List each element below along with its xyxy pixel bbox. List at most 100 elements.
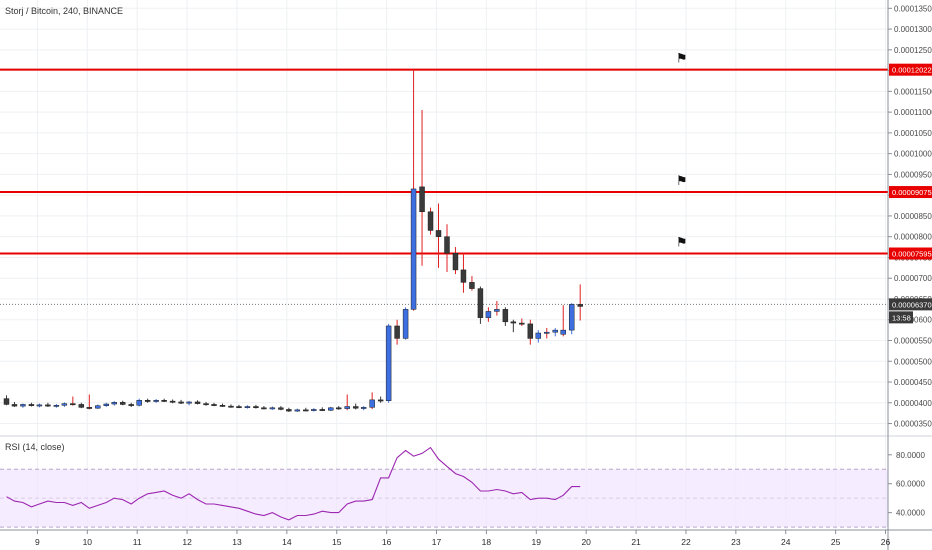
candle — [552, 328, 558, 337]
candle — [427, 207, 434, 235]
grid — [0, 0, 888, 530]
candle-body — [377, 399, 384, 402]
candle — [419, 110, 425, 266]
candle-body — [61, 403, 68, 406]
level-price-label: 0.00009075 — [892, 188, 932, 197]
candle — [303, 407, 309, 412]
rsi-legend[interactable]: RSI (14, close) — [5, 442, 65, 452]
candle-body — [560, 329, 566, 335]
candle-body — [369, 399, 375, 408]
candle-body — [261, 407, 267, 410]
candle — [45, 402, 51, 407]
level-price-label: 0.00007595 — [892, 250, 932, 259]
candle — [119, 400, 126, 406]
candle — [527, 319, 534, 345]
candle — [111, 401, 117, 406]
candle — [444, 224, 450, 272]
candle — [477, 286, 484, 324]
candle-body — [469, 282, 475, 289]
time-tick-label: 26 — [881, 537, 891, 547]
time-tick-label: 9 — [35, 537, 40, 547]
time-tick-label: 20 — [581, 537, 591, 547]
candle-body — [352, 406, 359, 409]
candle-body — [269, 407, 276, 410]
candle-body — [328, 407, 334, 411]
time-tick-label: 18 — [482, 537, 492, 547]
rsi-tick-label: 80.0000 — [896, 451, 925, 460]
candle — [336, 406, 342, 410]
candle-body — [577, 304, 583, 307]
horizontal-levels[interactable]: ⚑ ⚑ ⚑ — [0, 52, 888, 305]
candle — [328, 406, 334, 412]
candle — [136, 398, 142, 407]
candle-body — [502, 309, 509, 323]
candle-body — [519, 322, 525, 325]
candle — [485, 307, 492, 322]
time-tick-label: 16 — [382, 537, 392, 547]
symbol-legend[interactable]: Storj / Bitcoin, 240, BINANCE — [5, 6, 123, 16]
time-tick-label: 23 — [731, 537, 741, 547]
candle-body — [460, 269, 467, 283]
candle — [369, 392, 375, 410]
candle — [410, 69, 417, 311]
candle — [377, 396, 384, 403]
time-tick-label: 12 — [182, 537, 192, 547]
candle — [169, 399, 176, 404]
flag-icon[interactable]: ⚑ — [676, 174, 688, 189]
candle — [385, 323, 392, 403]
candle — [286, 407, 292, 412]
price-tick-label: 0.00011500 — [894, 87, 932, 96]
candle-body — [153, 400, 159, 402]
candle-body — [244, 406, 251, 408]
candle-body — [219, 405, 226, 407]
rsi-tick-label: 40.0000 — [896, 509, 925, 518]
time-tick-label: 14 — [282, 537, 292, 547]
candle — [261, 406, 267, 410]
candle — [344, 394, 350, 411]
candle — [153, 399, 159, 403]
rsi-band — [0, 468, 888, 528]
candle-body — [203, 403, 209, 406]
candle — [186, 401, 192, 406]
candle-body — [452, 253, 459, 271]
candle-body — [278, 407, 284, 410]
candle-body — [161, 400, 167, 402]
candle — [78, 402, 85, 409]
candle-body — [119, 402, 126, 405]
candle — [544, 328, 550, 339]
candles — [3, 69, 583, 412]
axis-price-labels: 0.00012022 0.00009075 0.00007595 0.00006370… — [889, 63, 932, 324]
flag-icon[interactable]: ⚑ — [676, 52, 688, 67]
candle-body — [394, 325, 400, 339]
candle — [452, 247, 459, 275]
time-axis[interactable]: 9 10 11 12 13 14 15 16 17 18 19 20 21 22 23 24 25 26 — [35, 530, 890, 547]
time-tick-label: 21 — [631, 537, 641, 547]
candle — [352, 403, 359, 410]
candle — [219, 403, 226, 407]
candle-body — [78, 404, 85, 408]
candle — [360, 406, 367, 411]
candle-body — [385, 325, 392, 401]
candle — [178, 399, 184, 405]
candle-body — [294, 409, 301, 412]
candle — [519, 318, 525, 326]
candle-body — [568, 304, 575, 331]
candle-body — [86, 407, 93, 409]
candle — [53, 404, 60, 408]
candle — [535, 330, 542, 343]
flag-icon[interactable]: ⚑ — [676, 236, 688, 251]
candle-body — [253, 406, 259, 409]
candle — [319, 407, 325, 412]
rsi-axis[interactable]: 40.0000 60.0000 80.0000 — [888, 451, 925, 518]
candle — [394, 319, 400, 345]
candle — [128, 402, 134, 407]
time-tick-label: 25 — [831, 537, 841, 547]
